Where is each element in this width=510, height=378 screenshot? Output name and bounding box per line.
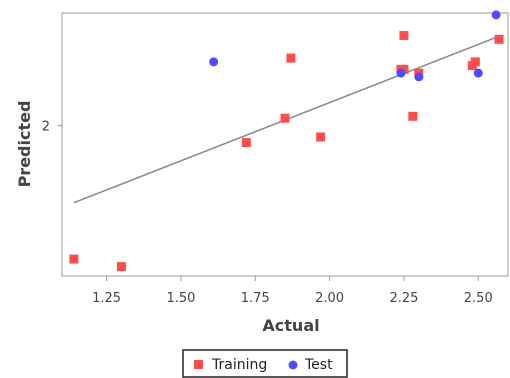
training-point: [316, 132, 326, 142]
legend-test-marker: [288, 360, 298, 370]
plot-area: [61, 12, 509, 277]
y-axis-ticks: 2: [42, 120, 62, 135]
x-tick-label: 2.50: [464, 291, 493, 306]
legend: Training Test: [182, 349, 348, 378]
x-tick-label: 2.00: [315, 291, 344, 306]
training-point: [286, 53, 296, 63]
x-tick-label: 2.25: [389, 291, 418, 306]
test-point: [473, 68, 483, 78]
legend-training-label: Training: [211, 357, 267, 373]
legend-box: [182, 349, 348, 378]
data-points: [69, 10, 504, 272]
y-tick-label: 2: [42, 120, 50, 135]
training-point: [399, 64, 409, 74]
x-axis-title: Actual: [262, 316, 319, 335]
training-point: [69, 254, 79, 264]
test-point: [414, 72, 424, 82]
training-point: [116, 262, 126, 272]
legend-test-label: Test: [304, 357, 333, 373]
training-point: [241, 138, 251, 148]
x-tick-label: 1.50: [166, 291, 195, 306]
y-axis-title: Predicted: [15, 101, 34, 188]
x-tick-label: 1.75: [241, 291, 270, 306]
x-axis-ticks: 1.25 1.50 1.75 2.00 2.25 2.50: [92, 276, 493, 306]
test-point: [491, 10, 501, 20]
test-point: [209, 57, 219, 67]
x-tick-label: 1.25: [92, 291, 121, 306]
training-point: [399, 31, 409, 41]
training-point: [494, 34, 504, 44]
training-point: [408, 111, 418, 121]
test-point: [396, 68, 406, 78]
training-point: [470, 57, 480, 67]
training-point: [280, 113, 290, 123]
legend-training-marker: [194, 360, 203, 369]
